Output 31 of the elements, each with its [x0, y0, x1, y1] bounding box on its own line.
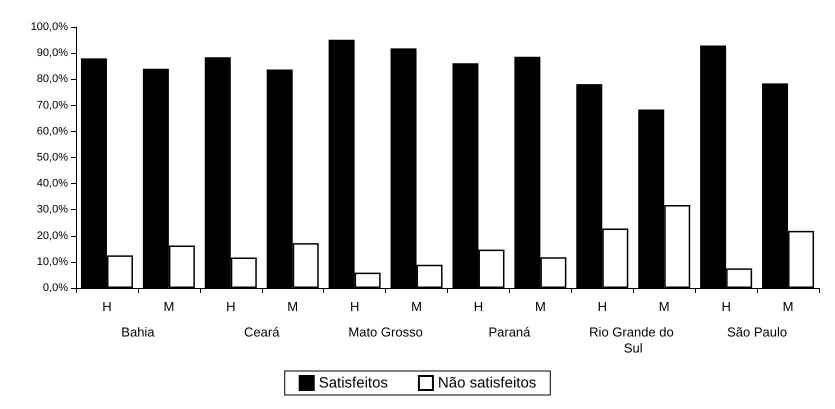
y-tick-label: 60,0%: [36, 125, 68, 138]
text: São Paulo: [727, 324, 788, 340]
legend-label: Satisfeitos: [318, 374, 388, 392]
x-tick-label: M: [287, 299, 298, 314]
text: Mato Grosso: [348, 324, 423, 340]
x-tick-label: H: [721, 299, 731, 314]
text: Bahia: [121, 324, 156, 340]
y-tick-label: 50,0%: [36, 152, 68, 164]
x-tick-label: M: [534, 299, 546, 314]
x-tick-label: H: [226, 299, 236, 314]
y-tick-label: 30,0%: [36, 204, 68, 216]
x-tick-label: H: [350, 299, 360, 314]
y-tick-label: 40,0%: [36, 178, 68, 190]
text: Ceará: [244, 324, 280, 340]
x-tick-label: M: [658, 299, 670, 314]
x-tick-label: M: [411, 299, 422, 314]
y-tick-label: 10,0%: [36, 256, 68, 268]
text: Paraná: [488, 324, 532, 340]
y-tick-label: 90,0%: [36, 47, 68, 60]
x-tick-label: M: [782, 299, 794, 314]
x-tick-label: H: [474, 299, 484, 314]
x-tick-label: M: [163, 299, 174, 314]
y-tick-label: 100,0%: [30, 21, 68, 33]
legend-label: Não satisfeitos: [438, 374, 536, 392]
text: Rio Grande do Sul: [589, 324, 678, 356]
y-tick-label: 80,0%: [36, 73, 68, 86]
y-tick-label: 0,0%: [42, 282, 68, 294]
x-tick-label: H: [598, 299, 607, 314]
x-tick-label: H: [102, 299, 112, 314]
y-tick-label: 70,0%: [36, 99, 68, 112]
y-tick-label: 20,0%: [36, 230, 68, 242]
